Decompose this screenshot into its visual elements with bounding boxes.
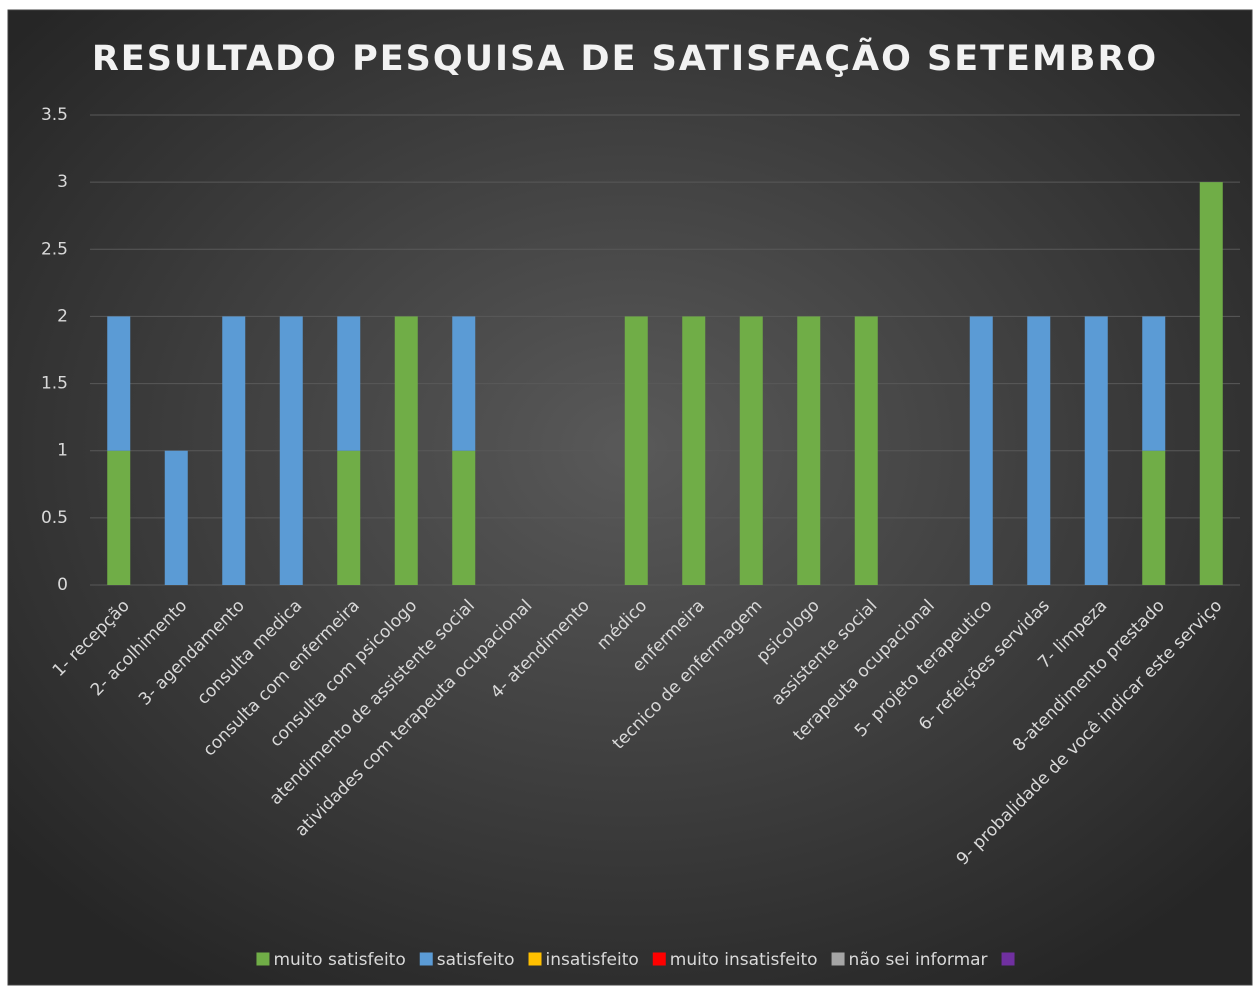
bar [279, 316, 303, 585]
legend-swatch [831, 952, 845, 966]
legend-swatch [256, 952, 270, 966]
bar [394, 316, 418, 585]
bar [107, 450, 131, 585]
legend-label: satisfeito [437, 950, 515, 970]
chart-title: RESULTADO PESQUISA DE SATISFAÇÃO SETEMBR… [92, 37, 1158, 79]
y-tick-label: 0.5 [41, 508, 68, 528]
legend-swatch [1001, 952, 1015, 966]
bar [854, 316, 878, 585]
y-tick-label: 1.5 [41, 374, 68, 394]
legend-label: não sei informar [849, 950, 988, 970]
bar [1199, 182, 1223, 585]
bar [624, 316, 648, 585]
legend-swatch [652, 952, 666, 966]
bar [222, 316, 246, 585]
bar [1027, 316, 1051, 585]
bar [1142, 450, 1166, 585]
y-tick-label: 2 [57, 306, 68, 326]
bar [682, 316, 706, 585]
bar [337, 450, 361, 585]
bar [969, 316, 993, 585]
y-tick-label: 3 [57, 172, 68, 192]
legend-swatch [528, 952, 542, 966]
bar [1084, 316, 1108, 585]
y-tick-label: 0 [57, 575, 68, 595]
legend-label: muito insatisfeito [670, 950, 818, 970]
y-tick-label: 3.5 [41, 105, 68, 125]
bar [452, 316, 476, 451]
bar [107, 316, 131, 451]
legend-label: muito satisfeito [273, 950, 405, 970]
bar [1142, 316, 1166, 451]
bar [337, 316, 361, 451]
bar [797, 316, 821, 585]
legend-label: insatisfeito [546, 950, 639, 970]
bar [739, 316, 763, 585]
legend-swatch [419, 952, 433, 966]
bar [164, 450, 188, 585]
legend: muito satisfeito satisfeito insatisfeito mu… [256, 950, 1015, 970]
bar [452, 450, 476, 585]
y-tick-label: 1 [57, 441, 68, 461]
y-tick-label: 2.5 [41, 239, 68, 259]
